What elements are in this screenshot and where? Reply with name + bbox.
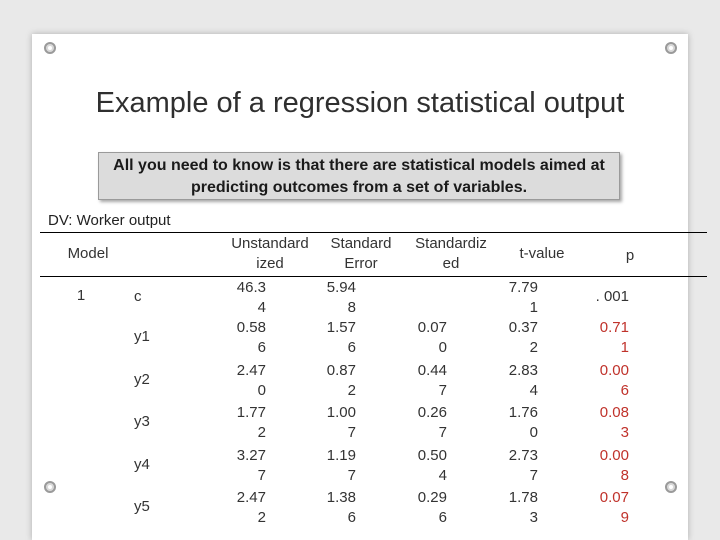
cell-unstd-y1: 0.58 6: [236, 319, 266, 356]
row-variable-y5: y5: [134, 498, 150, 515]
cell-std-y1: 0.07 0: [417, 319, 447, 356]
cell-unstd-y3: 1.77 2: [236, 404, 266, 441]
cell-std-y2: 0.44 7: [417, 362, 447, 399]
model-number: 1: [76, 287, 86, 304]
header-unstandardized: Unstandard ized: [231, 235, 309, 272]
table-top-rule: [40, 232, 707, 233]
row-variable-y1: y1: [134, 328, 150, 345]
callout-box: All you need to know is that there are s…: [98, 152, 620, 200]
cell-p-y5: 0.07 9: [599, 489, 629, 526]
cell-std-y5: 0.29 6: [417, 489, 447, 526]
pin-icon-bottom-left: [44, 481, 56, 493]
row-variable-c: c: [134, 288, 142, 305]
cell-se-y2: 0.87 2: [326, 362, 356, 399]
cell-se-y5: 1.38 6: [326, 489, 356, 526]
cell-se-y3: 1.00 7: [326, 404, 356, 441]
cell-se-c: 5.94 8: [326, 279, 356, 316]
header-t-value: t-value: [519, 245, 565, 262]
header-standardized: Standardiz ed: [415, 235, 487, 272]
dv-label: DV: Worker output: [48, 212, 171, 229]
header-model: Model: [67, 245, 109, 262]
cell-t-y5: 1.78 3: [508, 489, 538, 526]
cell-std-y3: 0.26 7: [417, 404, 447, 441]
pin-icon-top-right: [665, 42, 677, 54]
cell-unstd-y5: 2.47 2: [236, 489, 266, 526]
slide-card: [32, 34, 688, 540]
cell-t-y4: 2.73 7: [508, 447, 538, 484]
row-variable-y4: y4: [134, 456, 150, 473]
pin-icon-bottom-right: [665, 481, 677, 493]
cell-t-y3: 1.76 0: [508, 404, 538, 441]
cell-p-y2: 0.00 6: [599, 362, 629, 399]
cell-std-y4: 0.50 4: [417, 447, 447, 484]
cell-p-y3: 0.08 3: [599, 404, 629, 441]
cell-se-y4: 1.19 7: [326, 447, 356, 484]
header-p: p: [625, 247, 635, 264]
cell-se-y1: 1.57 6: [326, 319, 356, 356]
header-standard-error: Standard Error: [330, 235, 392, 272]
cell-p-y4: 0.00 8: [599, 447, 629, 484]
cell-unstd-y4: 3.27 7: [236, 447, 266, 484]
cell-p-y1: 0.71 1: [599, 319, 629, 356]
row-variable-y3: y3: [134, 413, 150, 430]
cell-t-y2: 2.83 4: [508, 362, 538, 399]
table-header-rule: [40, 276, 707, 277]
cell-unstd-c: 46.3 4: [236, 279, 266, 316]
cell-unstd-y2: 2.47 0: [236, 362, 266, 399]
pin-icon-top-left: [44, 42, 56, 54]
cell-t-y1: 0.37 2: [508, 319, 538, 356]
cell-p-c: . 001: [595, 288, 629, 305]
row-variable-y2: y2: [134, 371, 150, 388]
slide-title: Example of a regression statistical outp…: [95, 87, 625, 119]
cell-t-c: 7.79 1: [508, 279, 538, 316]
